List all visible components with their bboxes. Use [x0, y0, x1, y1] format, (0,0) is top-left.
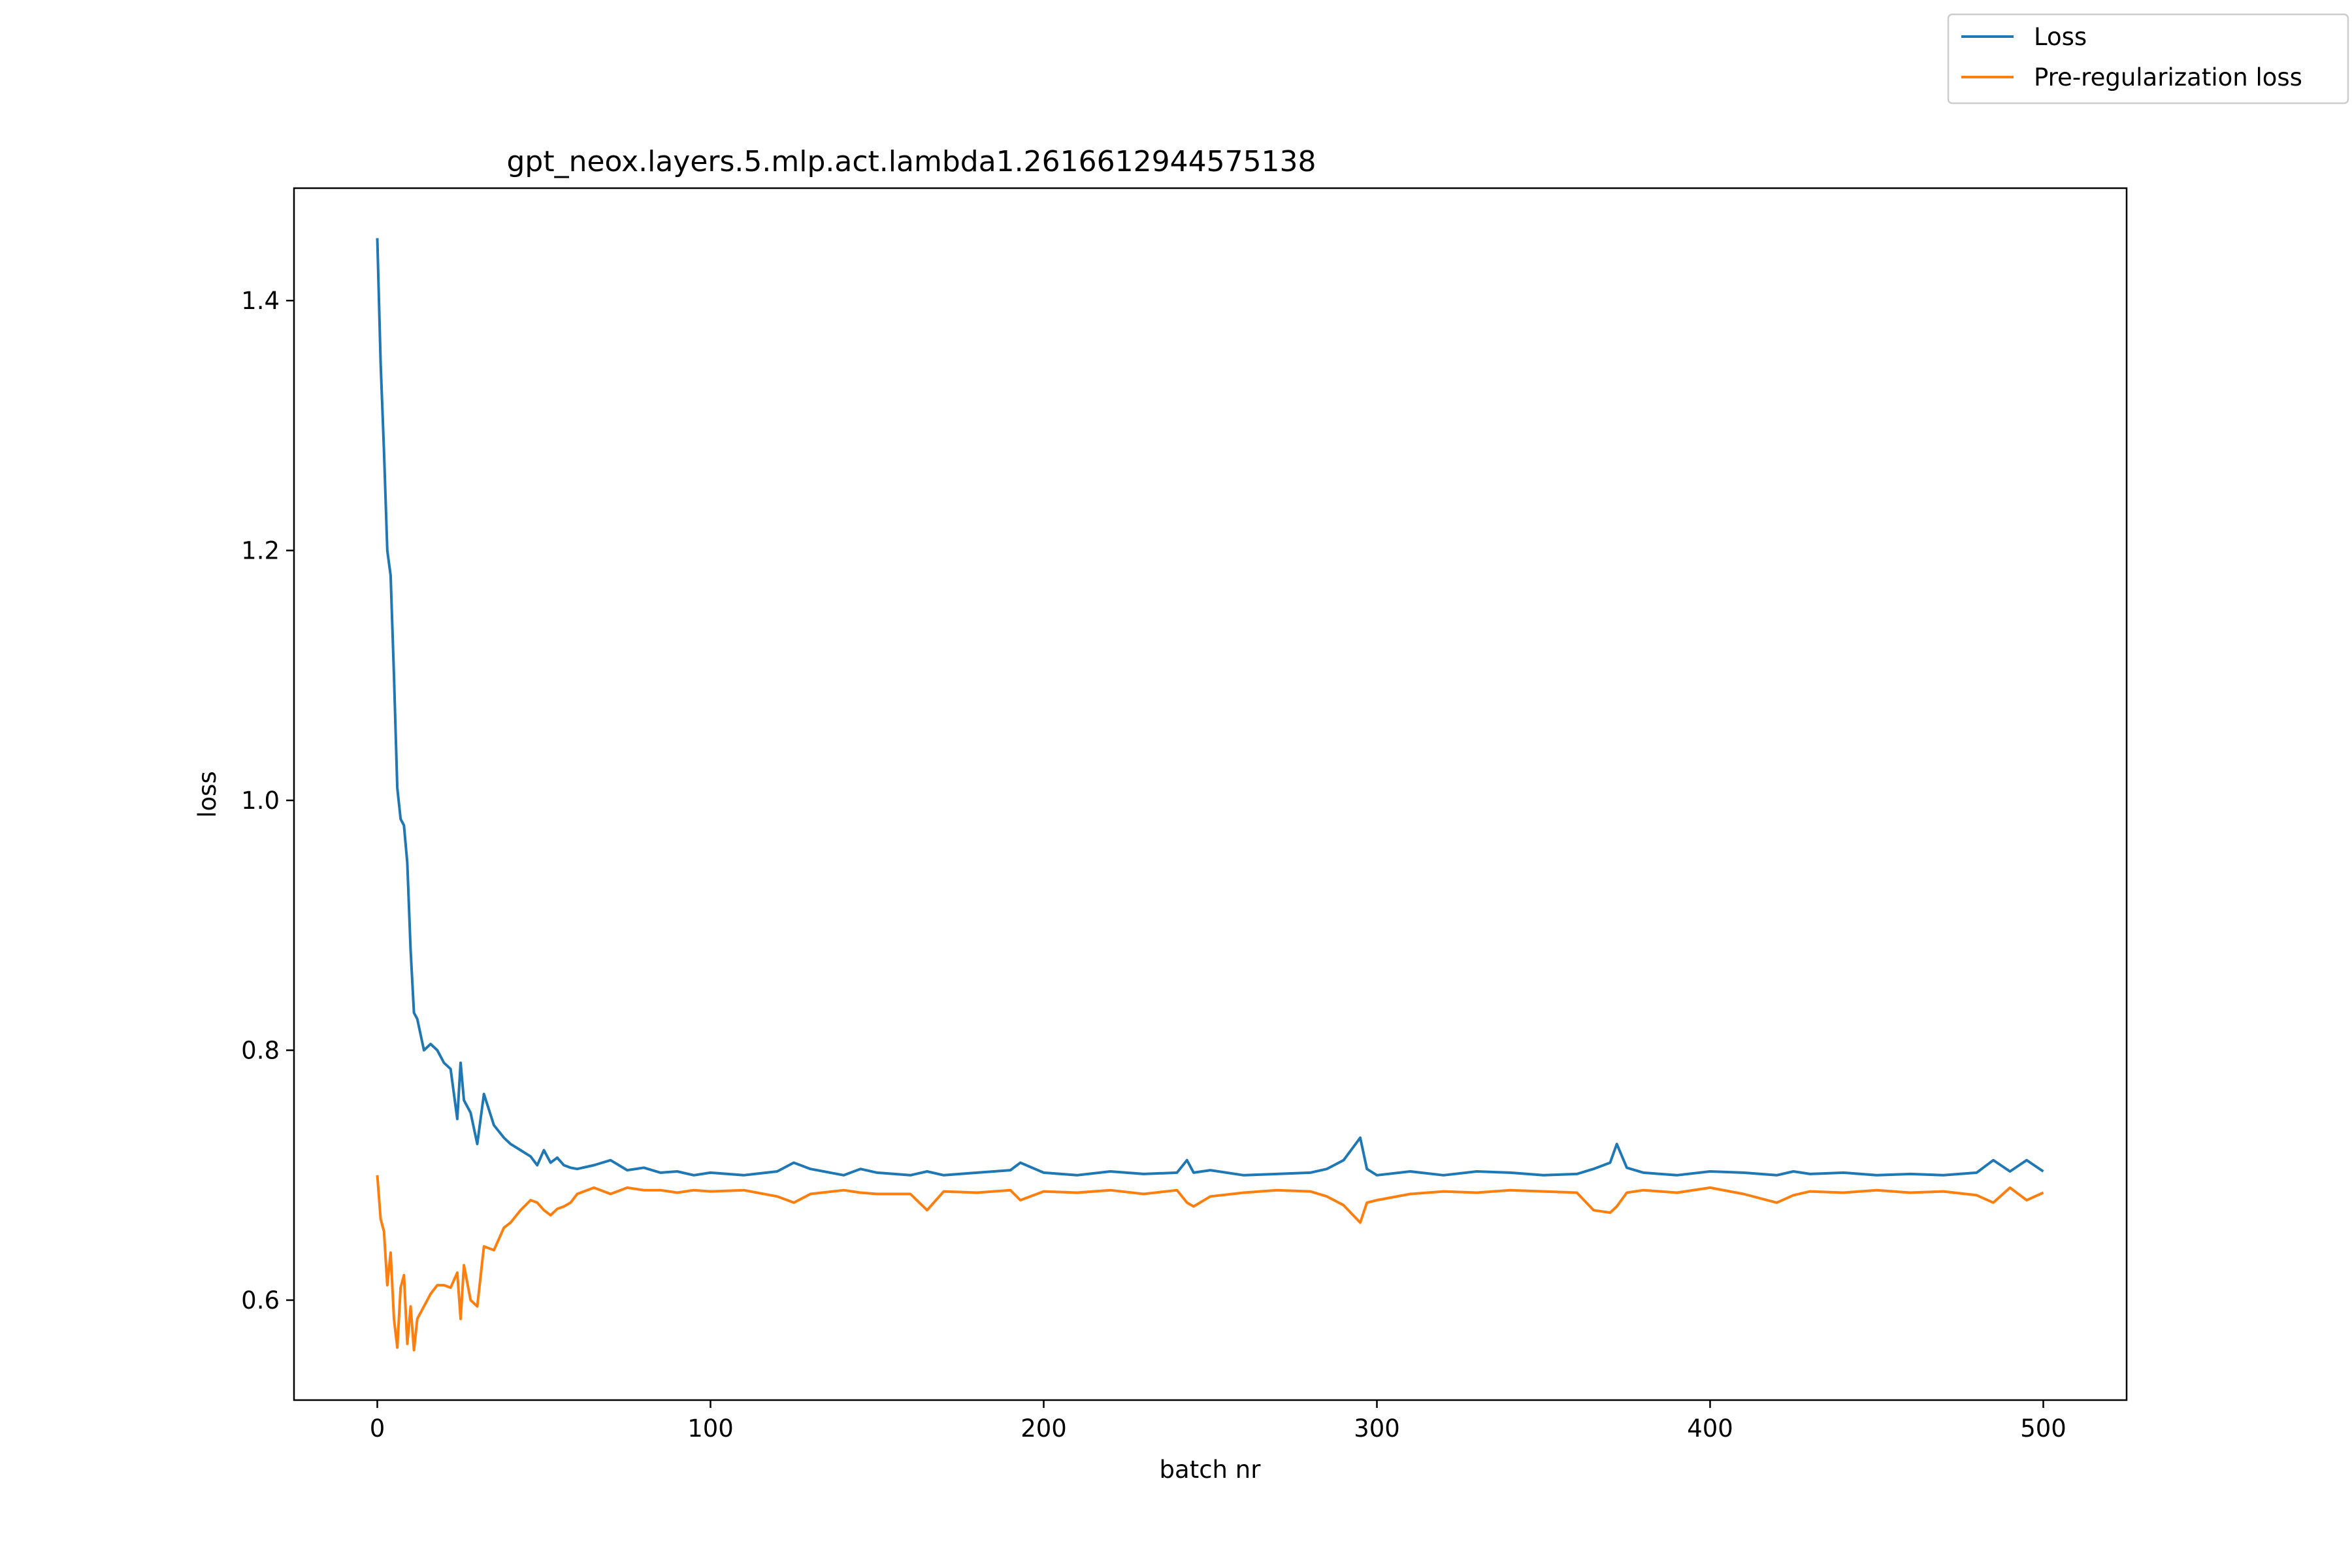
legend-box — [1947, 13, 2349, 105]
chart-title: gpt_neox.layers.5.mlp.act.lambda1.261661… — [506, 145, 1316, 178]
y-axis: 0.6 0.8 1.0 1.2 1.4 — [241, 287, 294, 1315]
y-tick-label: 1.4 — [241, 287, 280, 315]
x-axis-label: batch nr — [1160, 1456, 1262, 1484]
series-line-loss — [376, 238, 2044, 1177]
y-axis-label: loss — [193, 771, 221, 817]
y-tick-label: 1.2 — [241, 537, 280, 565]
x-tick-label: 300 — [1354, 1414, 1400, 1443]
series-layer — [376, 238, 2044, 1352]
x-axis: 0 100 200 300 400 500 — [370, 1400, 2066, 1443]
x-tick-label: 200 — [1021, 1414, 1067, 1443]
y-tick-label: 0.6 — [241, 1286, 280, 1315]
y-tick-label: 0.8 — [241, 1037, 280, 1065]
legend-label-pre-regularization-loss: Pre-regularization loss — [2034, 63, 2302, 91]
legend: Loss Pre-regularization loss — [1947, 13, 2349, 105]
legend-label-loss: Loss — [2034, 23, 2087, 51]
x-tick-label: 500 — [2020, 1414, 2066, 1443]
x-tick-label: 0 — [370, 1414, 385, 1443]
x-tick-label: 100 — [687, 1414, 734, 1443]
series-line-pre-regularization-loss — [376, 1175, 2044, 1352]
y-tick-label: 1.0 — [241, 787, 280, 815]
plot-area-frame — [293, 187, 2128, 1401]
x-tick-label: 400 — [1687, 1414, 1733, 1443]
